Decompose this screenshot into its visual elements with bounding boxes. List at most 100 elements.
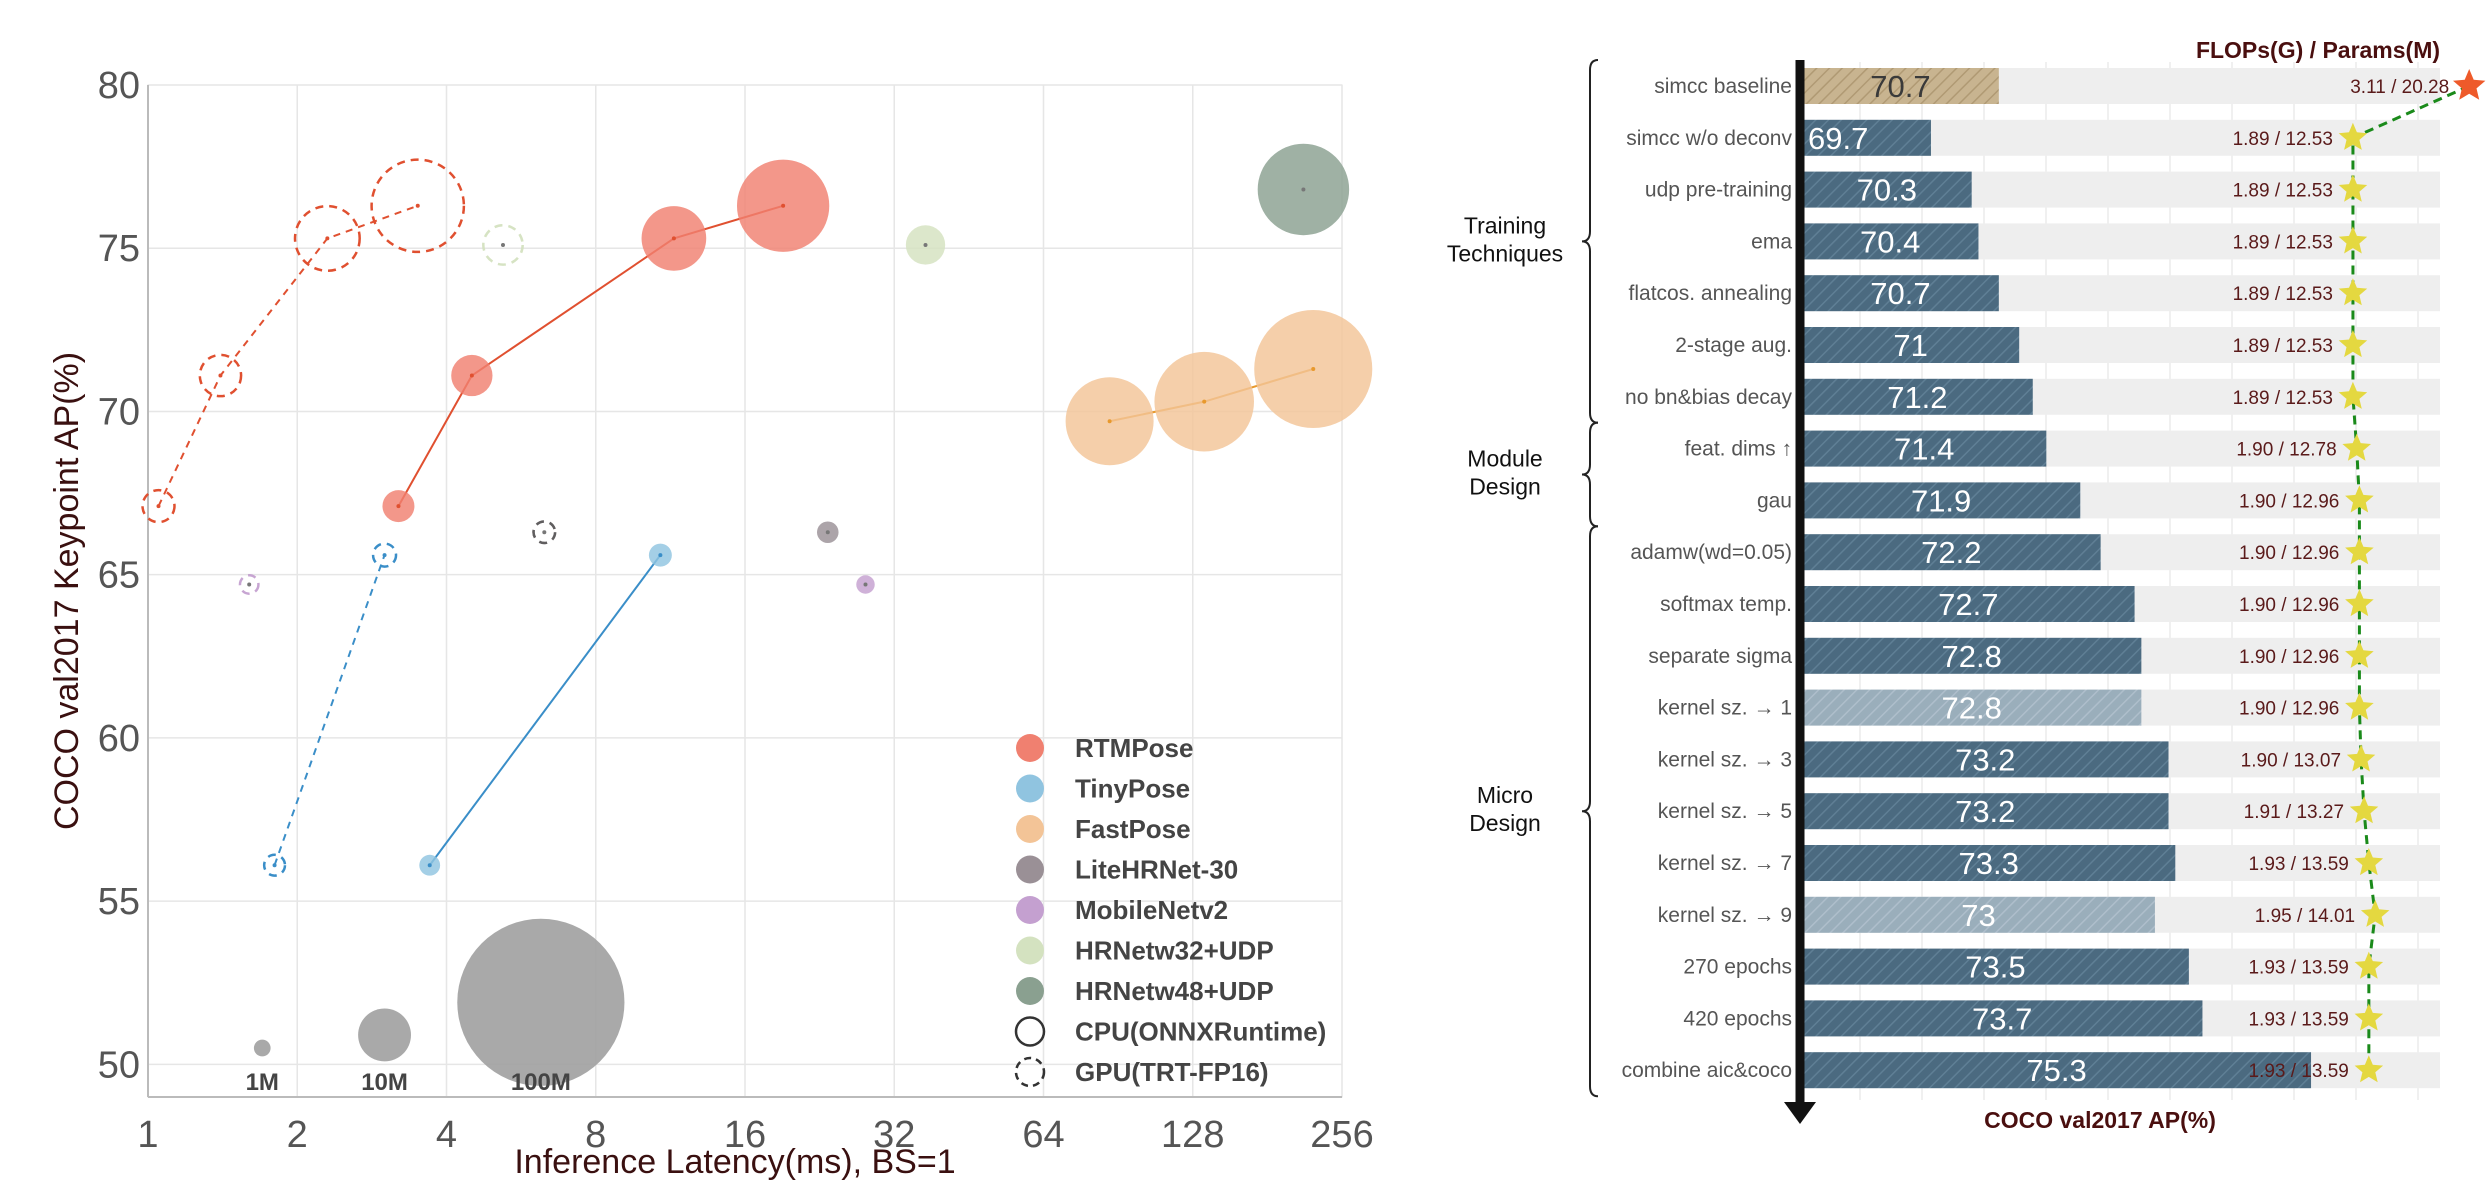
data-point-center bbox=[415, 203, 420, 208]
params-star-marker bbox=[2345, 537, 2374, 565]
flops-params-label: 1.90 / 12.78 bbox=[2236, 440, 2336, 461]
data-point-center bbox=[272, 863, 277, 868]
flops-params-label: 1.95 / 14.01 bbox=[2255, 906, 2355, 927]
bar-value-label: 72.8 bbox=[1942, 691, 2002, 726]
series-line bbox=[157, 204, 419, 507]
params-star-marker bbox=[2345, 589, 2374, 617]
ablation-bar-chart: 70.7 simcc baseline 3.11 / 20.28 69.7 simcc … bbox=[1447, 37, 2486, 1133]
bar bbox=[1802, 534, 2101, 571]
data-point-gpu bbox=[198, 353, 243, 398]
category-label: flatcos. annealing bbox=[1629, 282, 1792, 305]
data-point-gpu bbox=[141, 488, 176, 524]
y-axis-title: COCO val2017 Keypoint AP(%) bbox=[48, 352, 86, 830]
category-label: adamw(wd=0.05) bbox=[1630, 541, 1792, 564]
bar bbox=[1802, 896, 2155, 933]
category-label: gau bbox=[1757, 489, 1792, 512]
y-axis-arrow-head bbox=[1784, 1102, 1816, 1124]
data-point-center bbox=[382, 553, 387, 558]
category-label: 270 epochs bbox=[1683, 956, 1792, 979]
bar-value-label: 71 bbox=[1893, 328, 1927, 363]
flops-params-label: 1.89 / 12.53 bbox=[2233, 232, 2333, 253]
size-legend-label: 10M bbox=[361, 1069, 408, 1096]
y-tick-label: 60 bbox=[98, 718, 140, 760]
group-label: Design bbox=[1469, 474, 1541, 500]
x-tick-label: 8 bbox=[585, 1114, 606, 1156]
params-star-marker bbox=[2338, 122, 2368, 150]
flops-params-label: 1.93 / 13.59 bbox=[2248, 1009, 2348, 1030]
params-star-marker bbox=[2354, 1055, 2384, 1083]
category-label: 420 epochs bbox=[1683, 1007, 1792, 1030]
data-point-center bbox=[671, 236, 676, 241]
bar-value-label: 72.8 bbox=[1942, 639, 2002, 674]
category-label: kernel sz. → 9 bbox=[1658, 904, 1792, 927]
flops-params-label: 1.90 / 13.07 bbox=[2241, 750, 2341, 771]
bar bbox=[1802, 223, 1979, 260]
size-legend-bubble bbox=[253, 1039, 271, 1057]
x-tick-label: 1 bbox=[137, 1114, 158, 1156]
params-star-marker bbox=[2453, 69, 2486, 100]
flops-params-label: 1.90 / 12.96 bbox=[2239, 543, 2339, 564]
group-brace bbox=[1581, 525, 1599, 1098]
data-point-gpu bbox=[371, 542, 398, 568]
legend-label: HRNetw48+UDP bbox=[1075, 976, 1274, 1006]
category-label: softmax temp. bbox=[1660, 593, 1792, 616]
data-point-center bbox=[325, 236, 330, 241]
bar bbox=[1802, 275, 1999, 312]
x-axis-title: COCO val2017 AP(%) bbox=[1984, 1107, 2216, 1133]
category-label: simcc w/o deconv bbox=[1626, 127, 1792, 150]
params-star-marker bbox=[2338, 381, 2368, 409]
legend-marker bbox=[1014, 1056, 1046, 1088]
x-tick-label: 32 bbox=[873, 1114, 915, 1156]
size-legend-label: 100M bbox=[511, 1069, 571, 1096]
legend-label: LiteHRNet-30 bbox=[1075, 855, 1238, 885]
flops-params-label: 1.91 / 13.27 bbox=[2244, 802, 2344, 823]
legend-marker bbox=[1016, 774, 1044, 803]
data-point-center bbox=[1107, 419, 1112, 424]
bar bbox=[1802, 378, 2033, 415]
bar bbox=[1802, 171, 1972, 208]
flops-params-label: 1.89 / 12.53 bbox=[2233, 129, 2333, 150]
y-tick-label: 75 bbox=[98, 228, 140, 270]
category-label: separate sigma bbox=[1648, 645, 1792, 668]
bar bbox=[1802, 430, 2047, 467]
y-tick-label: 65 bbox=[98, 555, 140, 597]
group-label: Micro bbox=[1477, 782, 1533, 808]
flops-params-label: 1.89 / 12.53 bbox=[2233, 284, 2333, 305]
bar bbox=[1802, 586, 2135, 622]
category-label: kernel sz. → 7 bbox=[1658, 852, 1792, 875]
bar-value-label: 73.7 bbox=[1972, 1001, 2032, 1036]
bar bbox=[1802, 948, 2189, 985]
params-star-marker bbox=[2349, 796, 2379, 824]
params-star-marker bbox=[2338, 278, 2368, 306]
data-point-gpu bbox=[370, 158, 466, 254]
legend-marker bbox=[1014, 1016, 1046, 1047]
data-point-gpu bbox=[238, 573, 260, 595]
y-tick-label: 50 bbox=[98, 1044, 140, 1086]
data-point-center bbox=[156, 504, 161, 509]
bar bbox=[1802, 741, 2169, 778]
flops-params-label: 1.90 / 12.96 bbox=[2239, 647, 2339, 668]
data-point-center bbox=[863, 582, 868, 587]
params-star-marker bbox=[2345, 692, 2374, 720]
legend-marker bbox=[1016, 815, 1044, 843]
group-brace bbox=[1581, 59, 1599, 424]
bar bbox=[1802, 689, 2142, 726]
params-star-marker bbox=[2338, 330, 2368, 358]
y-tick-label: 55 bbox=[98, 881, 140, 923]
x-axis-title: Inference Latency(ms), BS=1 bbox=[514, 1143, 955, 1181]
x-tick-label: 2 bbox=[287, 1114, 308, 1156]
flops-params-label: 1.93 / 13.59 bbox=[2248, 854, 2348, 875]
legend-label: HRNetw32+UDP bbox=[1075, 936, 1274, 966]
bar-value-label: 71.9 bbox=[1911, 483, 1971, 518]
series-line bbox=[397, 204, 784, 507]
data-point-center bbox=[500, 242, 505, 247]
category-label: feat. dims ↑ bbox=[1685, 438, 1792, 461]
legend-marker bbox=[1016, 977, 1044, 1005]
category-label: kernel sz. → 5 bbox=[1658, 800, 1792, 823]
bar bbox=[1802, 845, 2176, 881]
params-star-marker bbox=[2360, 899, 2390, 927]
bar-value-label: 73.2 bbox=[1955, 742, 2015, 777]
bar-value-label: 75.3 bbox=[2026, 1053, 2086, 1088]
series-line bbox=[428, 554, 662, 866]
